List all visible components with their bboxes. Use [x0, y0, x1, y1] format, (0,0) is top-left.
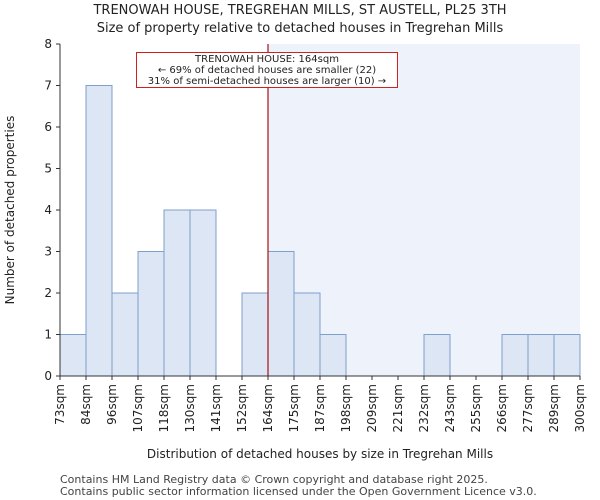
- y-tick-label: 1: [44, 328, 52, 342]
- footer-licence: Contains public sector information licen…: [60, 485, 537, 498]
- x-tick-label: 84sqm: [79, 384, 93, 425]
- histogram-bar: [319, 334, 347, 377]
- x-tick-label: 255sqm: [469, 384, 483, 432]
- annotation-line-3: 31% of semi-detached houses are larger (…: [147, 76, 387, 87]
- y-tick-label: 7: [44, 79, 52, 93]
- x-tick-label: 243sqm: [443, 384, 457, 432]
- x-tick-label: 187sqm: [313, 384, 327, 432]
- x-tick-label: 175sqm: [287, 384, 301, 432]
- x-tick-label: 107sqm: [131, 384, 145, 432]
- y-tick-label: 5: [44, 162, 52, 176]
- x-tick-label: 232sqm: [417, 384, 431, 432]
- histogram-bar: [501, 334, 529, 377]
- x-tick-label: 300sqm: [573, 384, 587, 432]
- y-axis-label: Number of detached properties: [3, 116, 17, 305]
- x-axis-label: Distribution of detached houses by size …: [147, 447, 493, 461]
- histogram-bar: [85, 85, 113, 377]
- histogram-bar: [189, 209, 217, 377]
- annotation-line-1: TRENOWAH HOUSE: 164sqm: [195, 54, 339, 65]
- x-tick-label: 118sqm: [157, 384, 171, 432]
- y-tick-label: 8: [44, 37, 52, 51]
- histogram-bar: [267, 251, 295, 377]
- histogram-bar: [241, 292, 269, 377]
- property-annotation: TRENOWAH HOUSE: 164sqm ← 69% of detached…: [136, 52, 398, 88]
- histogram-bar: [527, 334, 555, 377]
- y-tick-label: 3: [44, 245, 52, 259]
- x-tick-label: 164sqm: [261, 384, 275, 432]
- x-tick-label: 141sqm: [209, 384, 223, 432]
- x-tick-label: 96sqm: [105, 384, 119, 425]
- histogram-bar: [423, 334, 451, 377]
- x-tick-label: 198sqm: [339, 384, 353, 432]
- chart-title: TRENOWAH HOUSE, TREGREHAN MILLS, ST AUST…: [93, 3, 507, 18]
- x-tick-label: 277sqm: [521, 384, 535, 432]
- chart-subtitle: Size of property relative to detached ho…: [96, 21, 504, 36]
- annotation-line-2: ← 69% of detached houses are smaller (22…: [157, 65, 377, 76]
- y-tick-label: 4: [44, 203, 52, 217]
- y-tick-label: 6: [44, 120, 52, 134]
- x-tick-label: 266sqm: [495, 384, 509, 432]
- histogram-bar: [293, 292, 321, 377]
- y-tick-label: 0: [44, 369, 52, 383]
- x-tick-label: 221sqm: [391, 384, 405, 432]
- x-tick-label: 209sqm: [365, 384, 379, 432]
- footer-copyright: Contains HM Land Registry data © Crown c…: [60, 473, 488, 486]
- x-tick-label: 130sqm: [183, 384, 197, 432]
- y-tick-label: 2: [44, 286, 52, 300]
- histogram-bar: [137, 251, 165, 377]
- x-tick-label: 289sqm: [547, 384, 561, 432]
- x-tick-label: 73sqm: [53, 384, 67, 425]
- histogram-bar: [111, 292, 139, 377]
- x-tick-label: 152sqm: [235, 384, 249, 432]
- histogram-bar: [163, 209, 191, 377]
- histogram-bar: [553, 334, 581, 377]
- histogram-bar: [59, 334, 87, 377]
